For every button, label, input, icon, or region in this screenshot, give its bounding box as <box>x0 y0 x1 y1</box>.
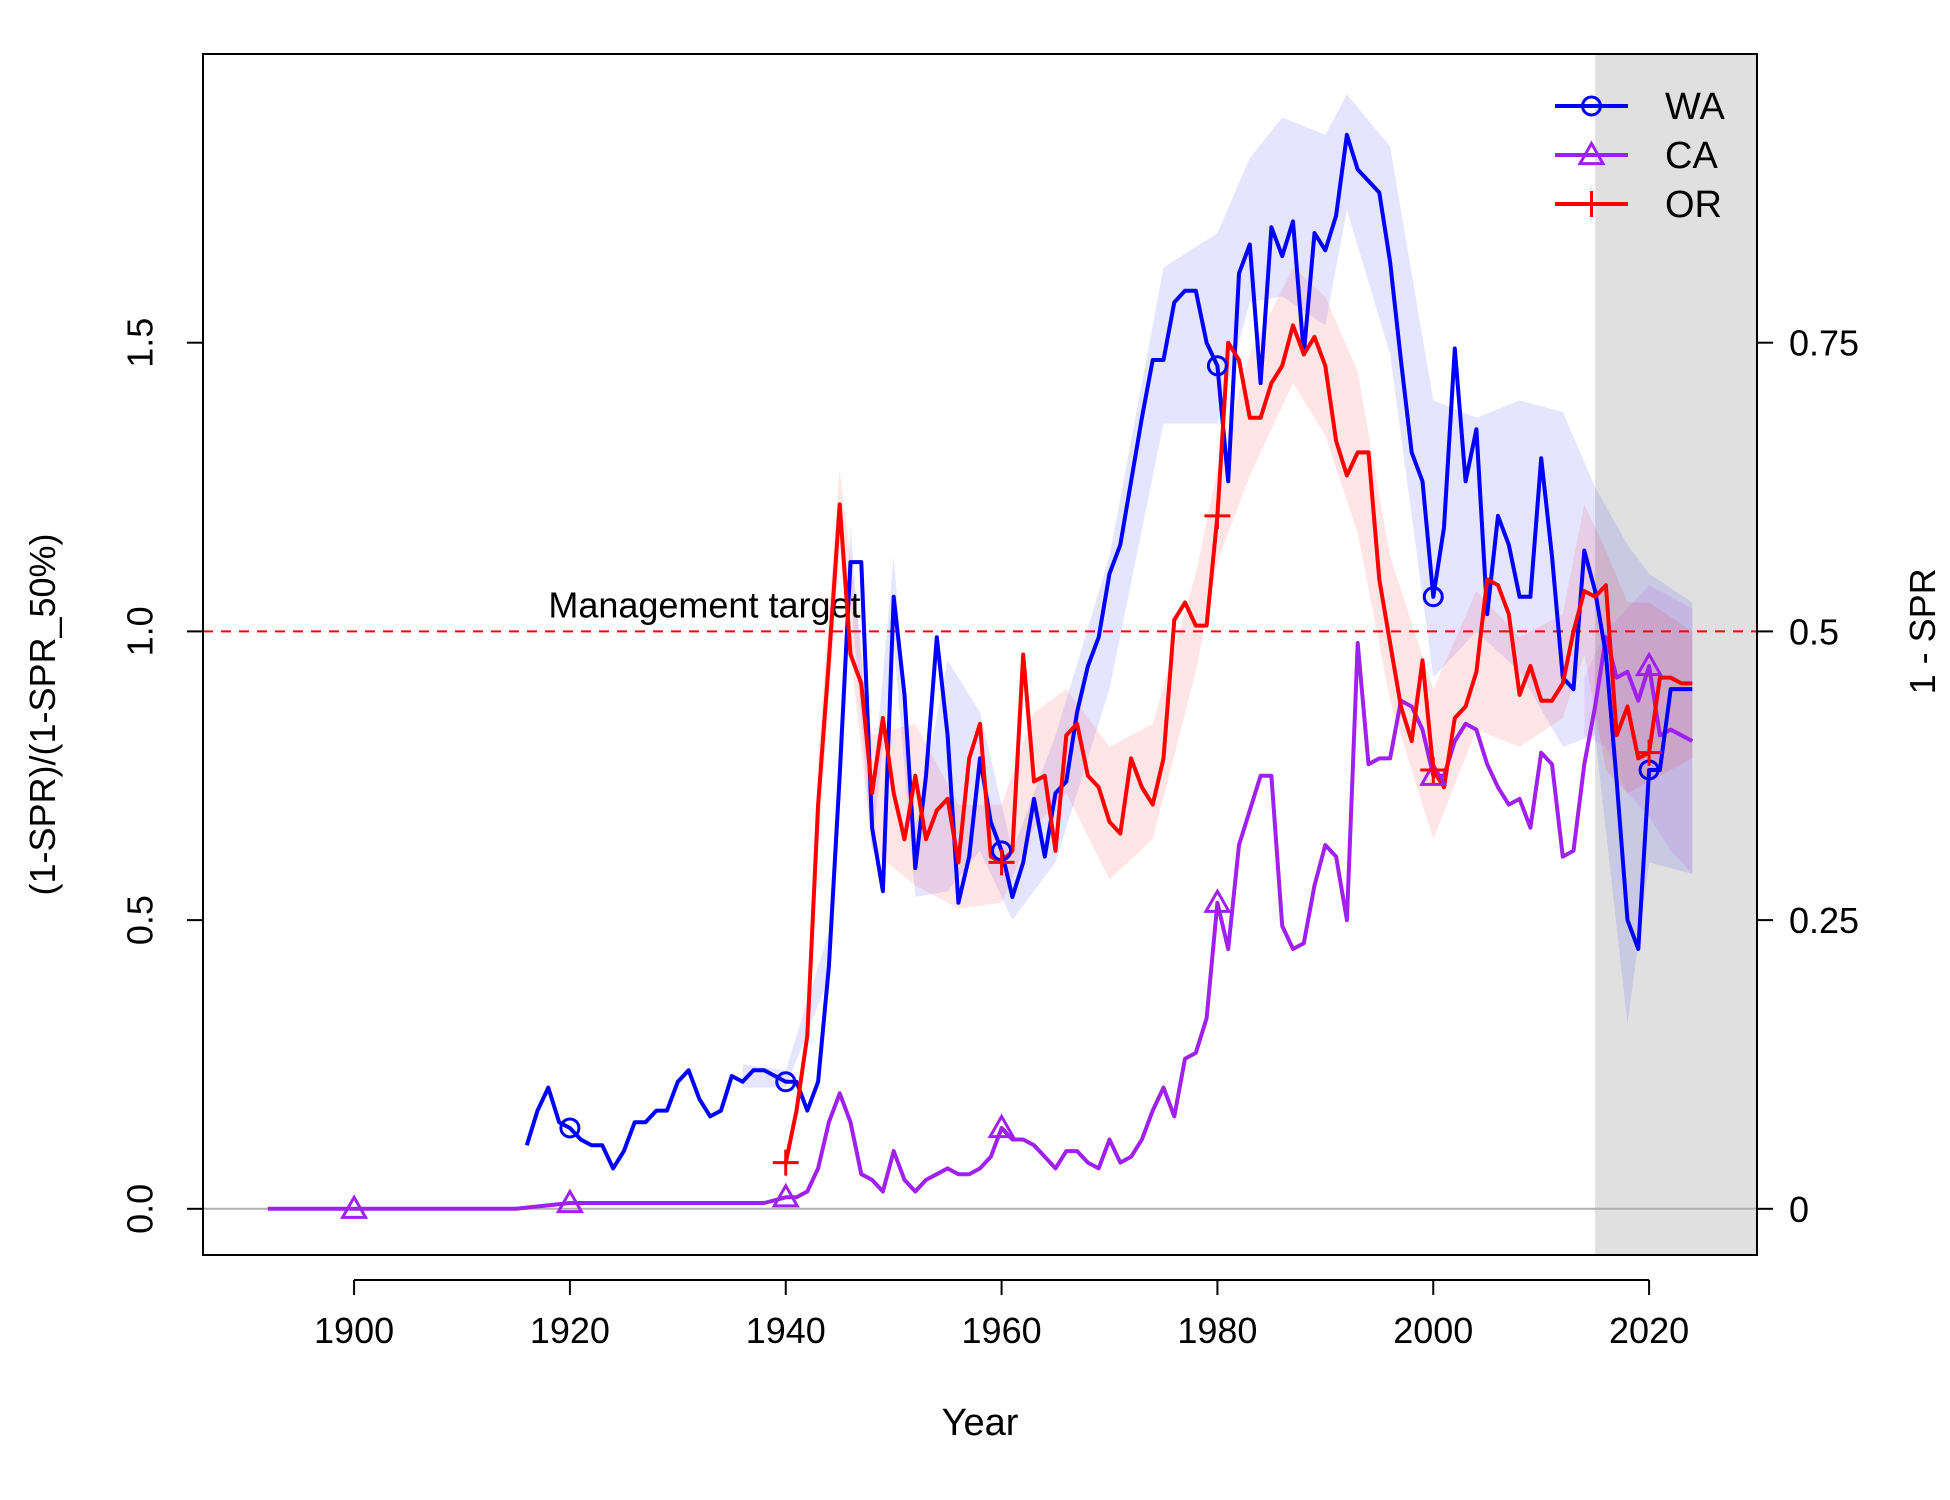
reference-line-label: Management target <box>548 584 860 625</box>
legend-label-or: OR <box>1665 184 1722 226</box>
legend-marker-ca <box>1577 140 1606 166</box>
x-tick-label-1920: 1920 <box>530 1310 610 1351</box>
x-tick-label-1940: 1940 <box>746 1310 826 1351</box>
marker-or-1980 <box>1204 502 1231 529</box>
y-tick-label-left-1.0: 1.0 <box>120 606 161 656</box>
marker-ca-1960 <box>987 1113 1016 1139</box>
reference-lines: Management target <box>203 584 1757 1210</box>
legend-label-wa: WA <box>1665 86 1725 128</box>
y-tick-label-right-0.75: 0.75 <box>1789 323 1859 364</box>
axes: 1900 1920 1940 1960 1980 2000 2020 0.0 0.5 1.0 1.5… <box>120 318 1860 1351</box>
y-axis-label-left: (1-SPR)/(1-SPR_50%) <box>22 533 63 895</box>
x-tick-label-2020: 2020 <box>1609 1310 1689 1351</box>
x-tick-label-1960: 1960 <box>962 1310 1042 1351</box>
marker-wa-2000 <box>1422 586 1444 608</box>
marker-or-1940 <box>772 1149 799 1176</box>
x-tick-label-1980: 1980 <box>1177 1310 1257 1351</box>
y-tick-label-right-0.25: 0.25 <box>1789 900 1859 941</box>
marker-or-2020 <box>1636 739 1663 766</box>
x-tick-label-2000: 2000 <box>1393 1310 1473 1351</box>
legend-marker-or <box>1578 191 1605 217</box>
y-tick-label-left-1.5: 1.5 <box>120 318 161 368</box>
marker-ca-1920 <box>555 1188 585 1214</box>
legend: WA CA OR <box>1555 86 1725 226</box>
y-tick-label-left-0.5: 0.5 <box>120 895 161 945</box>
marker-ca-1900 <box>339 1194 369 1219</box>
marker-ca-1980 <box>1203 888 1232 913</box>
y-tick-label-left-0.0: 0.0 <box>120 1184 161 1234</box>
marker-ca-2000 <box>1419 761 1448 786</box>
y-tick-label-right-0: 0 <box>1789 1189 1809 1230</box>
forecast-region-layer <box>1595 54 1757 1255</box>
confidence-band-or <box>818 267 1693 909</box>
series-markers <box>339 355 1664 1219</box>
series-lines <box>267 132 1694 1211</box>
y-tick-label-right-0.5: 0.5 <box>1789 611 1839 652</box>
series-line-or <box>783 323 1693 1164</box>
marker-wa-1920 <box>559 1117 581 1139</box>
marker-wa-1980 <box>1206 355 1228 377</box>
marker-or-2000 <box>1420 756 1447 783</box>
marker-ca-1940 <box>771 1182 800 1208</box>
series-line-ca <box>267 635 1694 1211</box>
legend-marker-wa <box>1581 95 1602 117</box>
x-axis-label: Year <box>942 1402 1019 1444</box>
y-axis-label-right: 1 - SPR <box>1902 568 1943 694</box>
marker-wa-1940 <box>775 1071 797 1093</box>
x-tick-label-1900: 1900 <box>314 1310 394 1351</box>
forecast-region <box>1595 54 1757 1255</box>
series-line-wa <box>524 132 1693 1171</box>
confidence-band-wa <box>742 94 1693 1088</box>
marker-ca-2020 <box>1634 651 1664 677</box>
confidence-bands <box>742 94 1693 1088</box>
legend-label-ca: CA <box>1665 135 1718 177</box>
marker-or-1960 <box>988 849 1015 876</box>
